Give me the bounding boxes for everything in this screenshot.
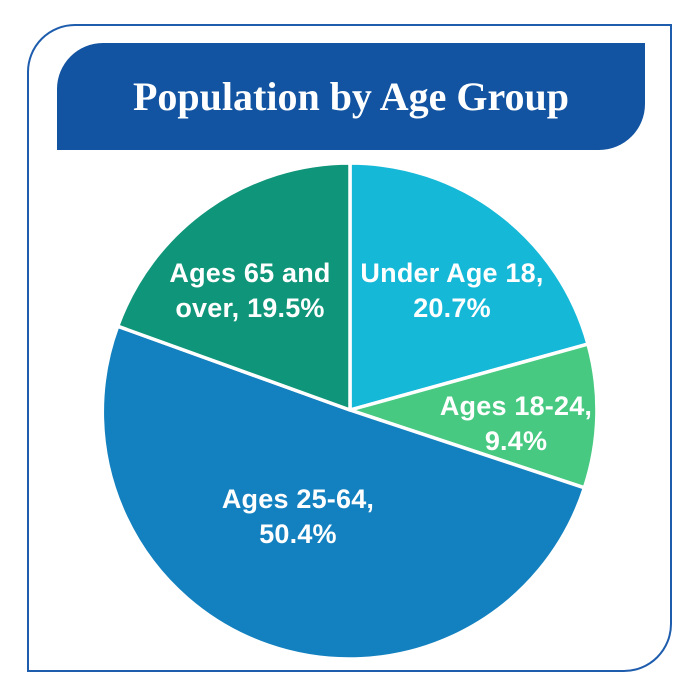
slice-label-ages-18-24: Ages 18-24, 9.4% [440,389,592,459]
slice-label-line: Ages 25-64, [221,484,375,514]
slice-label-line: over, 19.5% [175,293,325,323]
slice-label-under-age-18: Under Age 18, 20.7% [360,256,543,326]
slice-label-line: 20.7% [413,293,491,323]
title-banner: Population by Age Group [57,43,645,150]
slice-label-line: Ages 65 and [169,258,331,288]
pie-chart [100,160,600,660]
slice-label-ages-25-64: Ages 25-64, 50.4% [222,482,374,552]
slice-label-line: 50.4% [259,519,337,549]
slice-label-line: 9.4% [484,426,548,456]
pie-slice-under-age-18 [348,161,590,412]
pie-slice-ages-65-and-over [115,161,352,412]
slice-label-line: Ages 18-24, [439,391,593,421]
pie-slice-ages-25-64 [100,324,587,660]
page-border [27,24,672,672]
page-title: Population by Age Group [132,74,570,119]
slice-label-line: Under Age 18, [360,258,544,288]
pie-chart-svg [100,161,599,660]
pie-slice-ages-18-24 [348,342,599,490]
slice-label-ages-65-and-over: Ages 65 and over, 19.5% [169,256,330,326]
